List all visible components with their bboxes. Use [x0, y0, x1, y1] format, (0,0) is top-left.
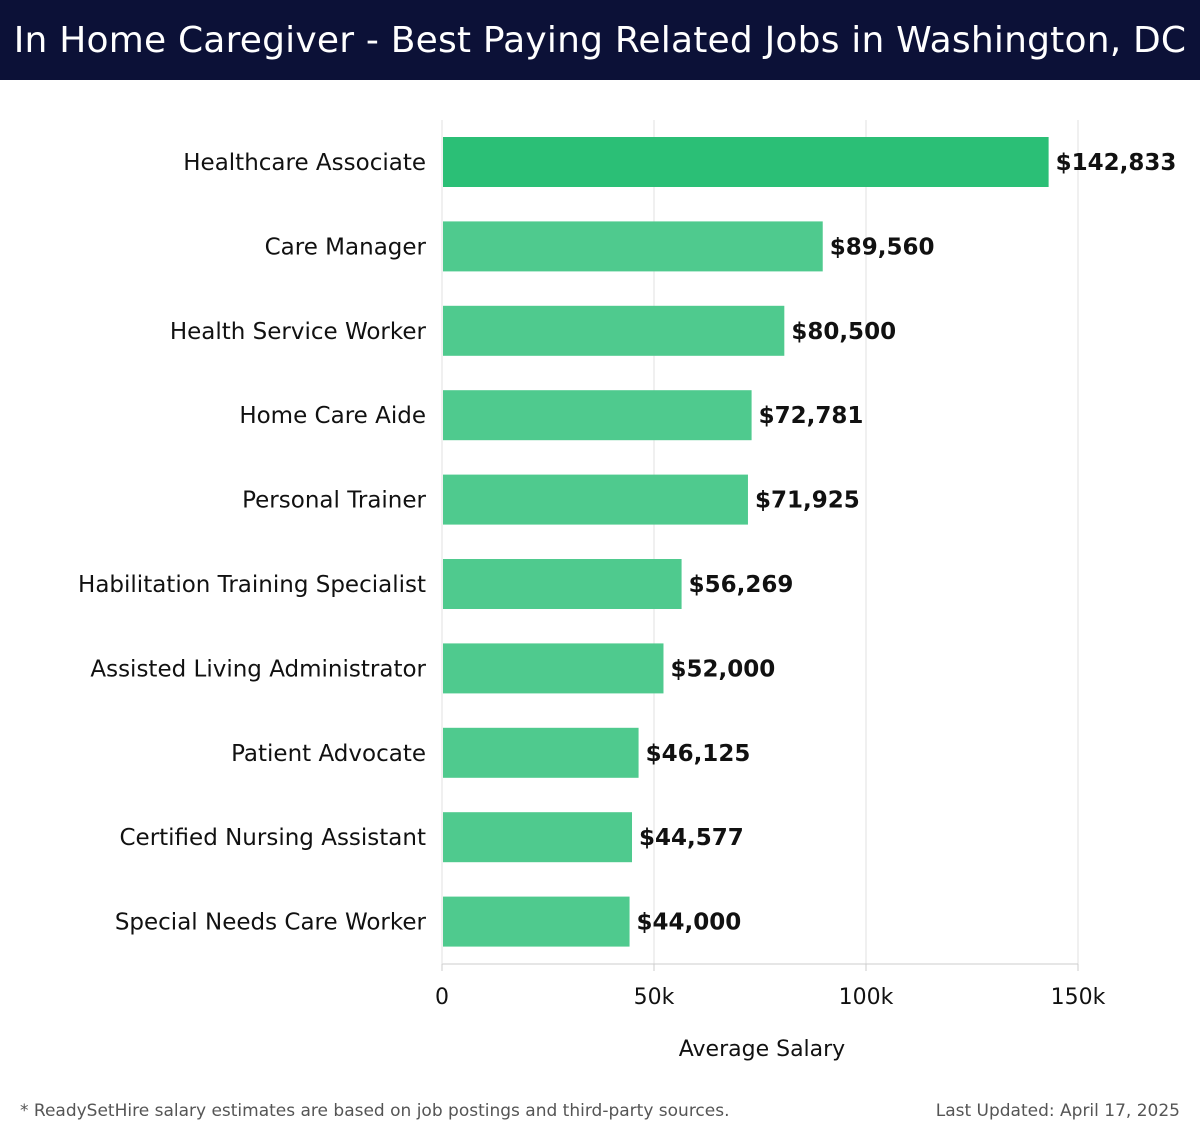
- value-label: $80,500: [791, 319, 896, 345]
- category-label: Special Needs Care Worker: [115, 910, 427, 936]
- bar: [443, 812, 633, 863]
- bar: [443, 474, 748, 525]
- footer-disclaimer: * ReadySetHire salary estimates are base…: [20, 1101, 730, 1121]
- bar: [443, 643, 664, 694]
- value-label: $46,125: [646, 741, 751, 767]
- x-tick-label: 0: [435, 985, 449, 1010]
- category-label: Healthcare Associate: [183, 150, 426, 176]
- bar: [443, 896, 630, 947]
- value-label: $44,577: [639, 825, 744, 851]
- category-label: Patient Advocate: [231, 741, 426, 767]
- value-label: $56,269: [689, 572, 794, 598]
- footer-last-updated: Last Updated: April 17, 2025: [935, 1101, 1180, 1121]
- value-label: $142,833: [1056, 150, 1177, 176]
- category-label: Health Service Worker: [170, 319, 427, 345]
- bar: [443, 390, 752, 441]
- x-tick-label: 150k: [1051, 985, 1106, 1010]
- category-label: Habilitation Training Specialist: [78, 572, 426, 598]
- category-label: Home Care Aide: [239, 403, 426, 429]
- value-label: $72,781: [759, 403, 864, 429]
- value-label: $71,925: [755, 488, 860, 514]
- value-label: $52,000: [670, 656, 775, 682]
- category-label: Assisted Living Administrator: [90, 656, 426, 682]
- bar: [443, 221, 823, 272]
- category-label: Care Manager: [265, 234, 427, 260]
- bar: [443, 727, 639, 778]
- x-tick-label: 100k: [839, 985, 894, 1010]
- x-tick-label: 50k: [634, 985, 675, 1010]
- value-label: $44,000: [637, 910, 742, 936]
- bar: [443, 305, 785, 356]
- bar: [443, 559, 682, 609]
- bar-chart: 0 50k 100k 150k Average Salary Healthcare Ass…: [78, 120, 1177, 1062]
- category-label: Personal Trainer: [242, 488, 426, 514]
- category-label: Certified Nursing Assistant: [119, 825, 426, 851]
- page-title: In Home Caregiver - Best Paying Related …: [13, 19, 1187, 61]
- x-axis-title: Average Salary: [679, 1037, 845, 1062]
- bar: [443, 137, 1049, 187]
- header-bar: In Home Caregiver - Best Paying Related …: [0, 0, 1200, 80]
- value-label: $89,560: [830, 234, 935, 260]
